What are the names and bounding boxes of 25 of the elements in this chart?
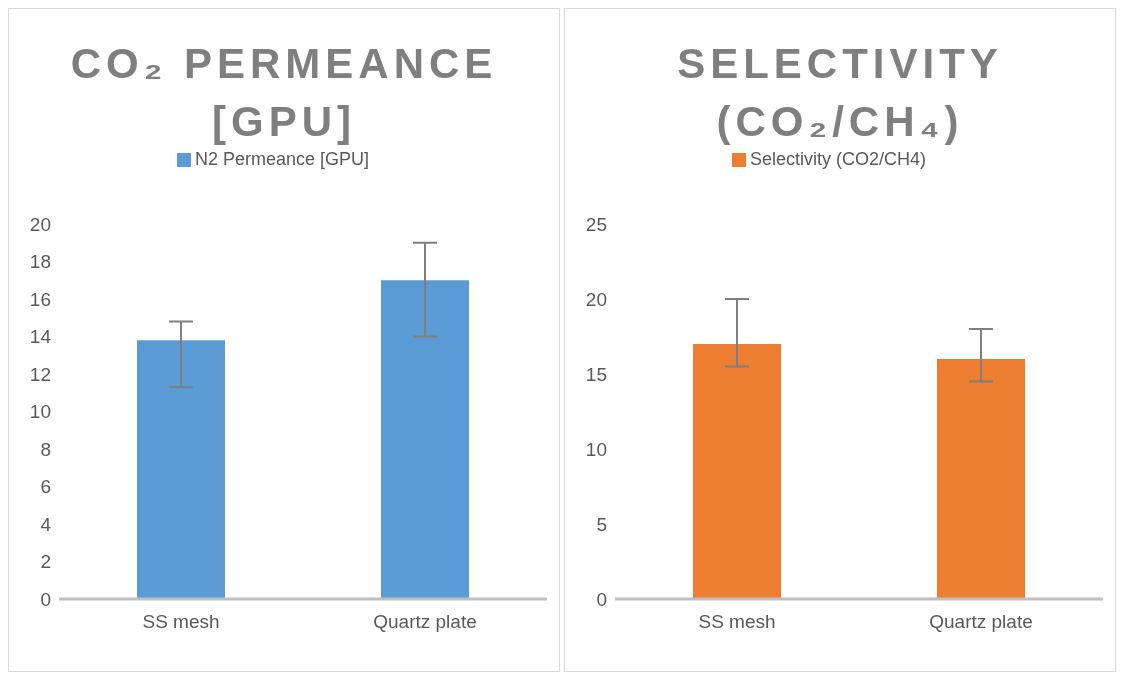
y-tick-label: 2: [40, 551, 51, 573]
chart-title: CO₂ PERMEANCE [GPU]: [70, 40, 498, 145]
y-tick-label: 8: [40, 438, 51, 460]
y-tick-label: 0: [596, 588, 607, 610]
y-tick-label: 16: [29, 288, 51, 310]
x-tick-label: SS mesh: [698, 611, 776, 633]
y-tick-label: 4: [40, 513, 52, 535]
x-tick-label: SS mesh: [142, 611, 220, 633]
y-tick-label: 0: [40, 588, 51, 610]
y-tick-label: 20: [585, 288, 607, 310]
y-tick-label: 6: [40, 476, 51, 498]
x-tick-label: Quartz plate: [373, 611, 477, 633]
legend-label: N2 Permeance [GPU]: [194, 149, 370, 169]
y-tick-label: 18: [29, 251, 51, 273]
y-tick-label: 15: [585, 363, 607, 385]
y-tick-label: 20: [29, 213, 51, 235]
legend-label: Selectivity (CO2/CH4): [749, 149, 927, 169]
y-tick-label: 5: [596, 513, 607, 535]
y-tick-label: 10: [29, 401, 51, 423]
y-tick-label: 12: [29, 363, 51, 385]
y-tick-label: 25: [585, 213, 607, 235]
y-tick-label: 10: [585, 438, 607, 460]
x-tick-label: Quartz plate: [929, 611, 1033, 633]
chart-title: SELECTIVITY (CO₂/CH₄): [677, 40, 1003, 145]
y-tick-label: 14: [29, 326, 52, 348]
